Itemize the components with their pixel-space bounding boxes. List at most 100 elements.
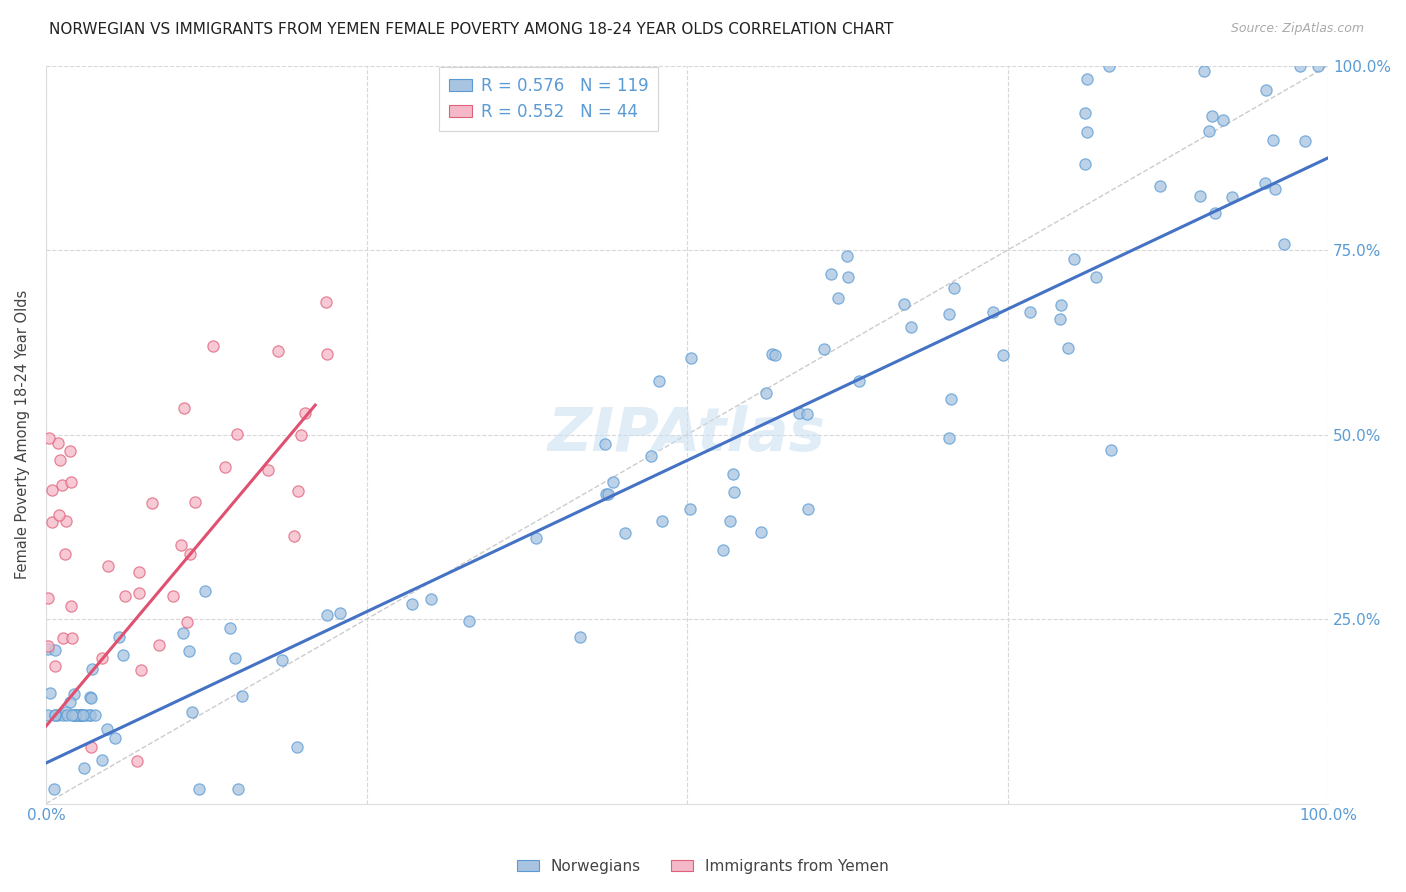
Point: [1050, 298, 1073, 312]
Point: [97, 558, 120, 573]
Point: [593, 436, 616, 450]
Point: [173, 401, 195, 415]
Point: [55, 514, 77, 528]
Point: [420, 592, 443, 607]
Point: [315, 608, 337, 623]
Point: [73, 761, 96, 775]
Point: [63, 708, 86, 723]
Point: [723, 485, 745, 500]
Point: [1074, 157, 1097, 171]
Point: [49, 452, 72, 467]
Point: [44, 659, 66, 673]
Point: [1204, 205, 1226, 219]
Point: [1306, 59, 1329, 73]
Point: [942, 281, 965, 295]
Point: [231, 689, 253, 703]
Point: [226, 781, 249, 796]
Point: [55, 705, 77, 719]
Point: [44, 642, 66, 657]
Point: [602, 475, 624, 489]
Point: [749, 525, 772, 540]
Point: [37, 708, 59, 723]
Point: [184, 495, 207, 509]
Point: [188, 781, 211, 796]
Point: [53, 547, 76, 561]
Point: [224, 650, 246, 665]
Point: [37, 591, 59, 605]
Point: [70, 708, 93, 723]
Point: [614, 526, 637, 541]
Point: [401, 597, 423, 611]
Point: [287, 484, 309, 499]
Point: [62, 708, 84, 723]
Point: [755, 386, 778, 401]
Point: [194, 584, 217, 599]
Point: [179, 644, 201, 658]
Point: [837, 269, 859, 284]
Point: [79, 708, 101, 723]
Point: [457, 614, 479, 628]
Text: NORWEGIAN VS IMMIGRANTS FROM YEMEN FEMALE POVERTY AMONG 18-24 YEAR OLDS CORRELAT: NORWEGIAN VS IMMIGRANTS FROM YEMEN FEMAL…: [49, 22, 894, 37]
Point: [315, 294, 337, 309]
Point: [72, 708, 94, 723]
Point: [267, 343, 290, 358]
Point: [176, 615, 198, 629]
Point: [79, 708, 101, 723]
Point: [59, 599, 82, 613]
Point: [721, 467, 744, 481]
Point: [1192, 63, 1215, 78]
Point: [37, 640, 59, 654]
Point: [125, 754, 148, 768]
Point: [796, 407, 818, 421]
Point: [595, 487, 617, 501]
Point: [90, 650, 112, 665]
Point: [52, 708, 75, 723]
Point: [315, 347, 337, 361]
Point: [82, 662, 104, 676]
Point: [1101, 443, 1123, 458]
Point: [1085, 270, 1108, 285]
Point: [63, 687, 86, 701]
Legend: Norwegians, Immigrants from Yemen: Norwegians, Immigrants from Yemen: [510, 853, 896, 880]
Point: [70, 708, 93, 723]
Point: [938, 306, 960, 320]
Point: [108, 630, 131, 644]
Point: [111, 648, 134, 663]
Point: [83, 708, 105, 723]
Point: [820, 267, 842, 281]
Point: [1063, 252, 1085, 267]
Point: [900, 320, 922, 334]
Point: [48, 508, 70, 523]
Point: [679, 502, 702, 516]
Point: [63, 708, 86, 723]
Point: [1018, 305, 1040, 319]
Point: [96, 722, 118, 736]
Point: [179, 547, 201, 561]
Point: [162, 589, 184, 603]
Point: [46, 436, 69, 450]
Point: [1076, 125, 1098, 139]
Legend: R = 0.576   N = 119, R = 0.552   N = 44: R = 0.576 N = 119, R = 0.552 N = 44: [439, 67, 658, 131]
Point: [271, 653, 294, 667]
Point: [1288, 59, 1310, 73]
Point: [214, 460, 236, 475]
Point: [38, 686, 60, 700]
Point: [46, 708, 69, 723]
Y-axis label: Female Poverty Among 18-24 Year Olds: Female Poverty Among 18-24 Year Olds: [15, 290, 30, 579]
Point: [981, 305, 1004, 319]
Point: [1294, 134, 1316, 148]
Point: [827, 291, 849, 305]
Point: [941, 392, 963, 407]
Point: [257, 463, 280, 477]
Point: [37, 642, 59, 657]
Point: [79, 690, 101, 705]
Point: [170, 538, 193, 552]
Point: [813, 342, 835, 356]
Text: Source: ZipAtlas.com: Source: ZipAtlas.com: [1230, 22, 1364, 36]
Point: [1076, 71, 1098, 86]
Point: [104, 731, 127, 745]
Point: [79, 691, 101, 706]
Point: [640, 449, 662, 463]
Point: [128, 565, 150, 579]
Point: [1254, 176, 1277, 190]
